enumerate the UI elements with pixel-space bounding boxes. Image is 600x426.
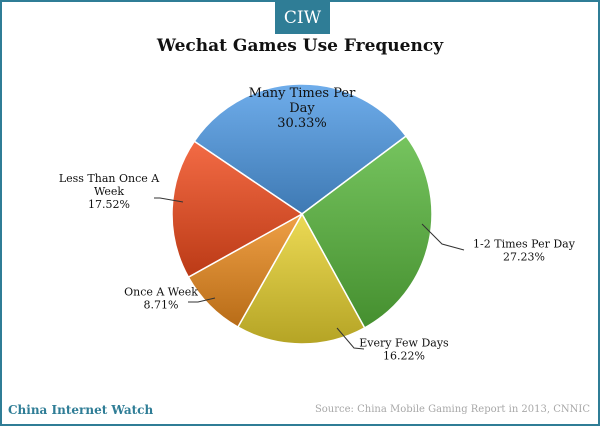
slice-value-label: 30.33% <box>277 116 327 131</box>
slice-label-every-few-days: Every Few Days 16.22% <box>359 337 449 363</box>
slice-name-label: Every Few Days <box>359 337 449 350</box>
leader-line-every-few-days <box>336 327 365 350</box>
slice-name-label: 1-2 Times Per Day <box>473 238 576 251</box>
pie-slice-less-than-once-a-week <box>171 140 304 279</box>
slice-value-label: 27.23% <box>503 251 545 264</box>
chart-title: Wechat Games Use Frequency <box>156 36 444 56</box>
slice-name-label: Week <box>94 185 124 198</box>
brand-badge: CIW <box>275 2 330 34</box>
slice-label-less-than-once-a-week: Less Than Once A Week 17.52% <box>59 172 160 211</box>
slice-label-1-2-times-per-day: 1-2 Times Per Day 27.23% <box>473 238 576 264</box>
pie-slice-every-few-days <box>236 212 366 345</box>
slice-name-label: Many Times Per <box>249 86 356 101</box>
slice-label-once-a-week: Once A Week 8.71% <box>124 286 198 312</box>
slice-value-label: 17.52% <box>88 198 130 211</box>
slice-label-many-times-per-day: Many Times Per Day 30.33% <box>249 86 356 131</box>
slice-value-label: 8.71% <box>144 299 179 312</box>
source-note: Source: China Mobile Gaming Report in 20… <box>314 404 590 415</box>
slice-name-label: Day <box>289 101 315 116</box>
pie-slice-1-2-times-per-day <box>301 135 433 329</box>
leader-line-once-a-week <box>188 297 216 303</box>
slice-value-label: 16.22% <box>383 350 425 363</box>
slice-name-label: Once A Week <box>124 286 198 299</box>
pie-slice-many-times-per-day <box>193 83 408 215</box>
footer-brand: China Internet Watch <box>8 403 154 417</box>
leader-line-1-2-times-per-day <box>421 223 465 251</box>
slice-name-label: Less Than Once A <box>59 172 160 185</box>
leader-line-less-than-once-a-week <box>154 197 184 203</box>
